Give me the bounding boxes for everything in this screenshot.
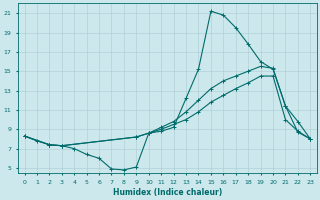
X-axis label: Humidex (Indice chaleur): Humidex (Indice chaleur) (113, 188, 222, 197)
